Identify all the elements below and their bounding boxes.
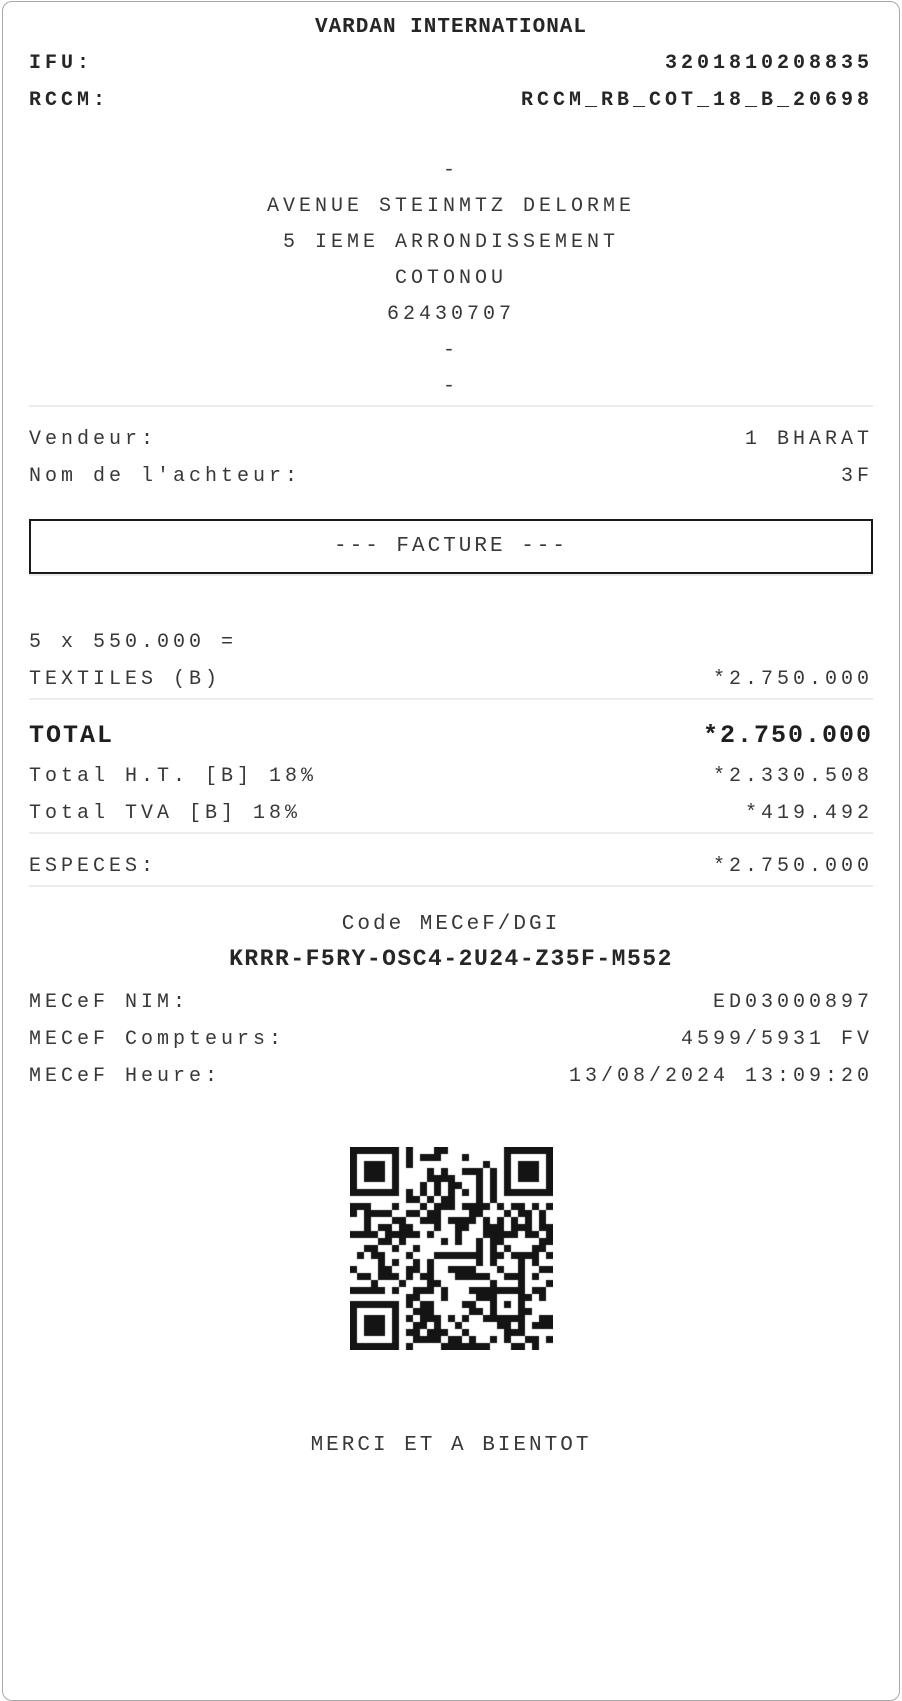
total-ht-row: Total H.T. [B] 18% *2.330.508 [29,758,873,795]
mecef-nim-row: MECeF NIM: ED03000897 [29,984,873,1021]
address-line: AVENUE STEINMTZ DELORME [266,195,636,218]
vendor-label: Vendeur: [29,428,158,451]
mecef-heure-label: MECeF Heure: [29,1065,222,1088]
divider [29,832,873,834]
address-line: 62430707 [386,303,515,326]
item-amount: *2.750.000 [712,668,873,691]
item-qty-row: 5 x 550.000 = [29,624,873,661]
facture-banner-text: --- FACTURE --- [333,535,569,558]
especes-label: ESPECES: [29,855,158,878]
address-line: - [442,375,459,398]
total-label: TOTAL [29,720,115,750]
vendor-row: Vendeur: 1 BHARAT [29,421,873,458]
mecef-nim-value: ED03000897 [712,991,873,1014]
mecef-compteurs-label: MECeF Compteurs: [29,1028,286,1051]
total-tva-label: Total TVA [B] 18% [29,802,302,825]
rccm-row: RCCM: RCCM_RB_COT_18_B_20698 [29,82,873,119]
ifu-label: IFU: [29,52,94,75]
total-ht-label: Total H.T. [B] 18% [29,765,318,788]
mecef-heure-row: MECeF Heure: 13/08/2024 13:09:20 [29,1058,873,1095]
item-qty-line: 5 x 550.000 = [29,631,238,654]
item-row: TEXTILES (B) *2.750.000 [29,661,873,698]
mecef-heure-value: 13/08/2024 13:09:20 [568,1065,873,1088]
total-tva-row: Total TVA [B] 18% *419.492 [29,795,873,832]
facture-banner: --- FACTURE --- [29,519,873,574]
divider [29,885,873,887]
divider [29,405,873,407]
mecef-nim-label: MECeF NIM: [29,991,190,1014]
mecef-compteurs-row: MECeF Compteurs: 4599/5931 FV [29,1021,873,1058]
especes-value: *2.750.000 [712,855,873,878]
mecef-compteurs-value: 4599/5931 FV [680,1028,873,1051]
item-name: TEXTILES (B) [29,668,222,691]
totals-section: TOTAL *2.750.000 Total H.T. [B] 18% *2.3… [29,712,873,832]
divider [29,698,873,700]
mecef-section: MECeF NIM: ED03000897 MECeF Compteurs: 4… [29,984,873,1095]
rccm-value: RCCM_RB_COT_18_B_20698 [520,89,873,112]
ifu-row: IFU: 3201810208835 [29,45,873,82]
total-value: *2.750.000 [702,720,873,750]
buyer-row: Nom de l'achteur: 3F [29,458,873,495]
payment-section: ESPECES: *2.750.000 [29,848,873,885]
qr-code-icon [349,1147,553,1350]
total-tva-value: *419.492 [744,802,873,825]
address-line: - [442,159,459,182]
mecef-title: Code MECeF/DGI [341,913,561,936]
total-row: TOTAL *2.750.000 [29,712,873,758]
ifu-value: 3201810208835 [664,52,873,75]
footer-message: MERCI ET A BIENTOT [310,1434,592,1457]
address-line: - [442,339,459,362]
party-section: Vendeur: 1 BHARAT Nom de l'achteur: 3F [29,421,873,495]
vendor-value: 1 BHARAT [744,428,873,451]
address-line: 5 IEME ARRONDISSEMENT [282,231,620,254]
divider [29,574,873,576]
buyer-label: Nom de l'achteur: [29,465,302,488]
rccm-label: RCCM: [29,89,110,112]
store-name: VARDAN INTERNATIONAL [314,16,588,39]
items-section: 5 x 550.000 = TEXTILES (B) *2.750.000 [29,624,873,698]
total-ht-value: *2.330.508 [712,765,873,788]
registration-section: IFU: 3201810208835 RCCM: RCCM_RB_COT_18_… [29,45,873,119]
buyer-value: 3F [840,465,873,488]
address-line: COTONOU [394,267,507,290]
especes-row: ESPECES: *2.750.000 [29,848,873,885]
address-block: - AVENUE STEINMTZ DELORME 5 IEME ARRONDI… [29,153,873,405]
mecef-code: KRRR-F5RY-OSC4-2U24-Z35F-M552 [229,946,673,972]
